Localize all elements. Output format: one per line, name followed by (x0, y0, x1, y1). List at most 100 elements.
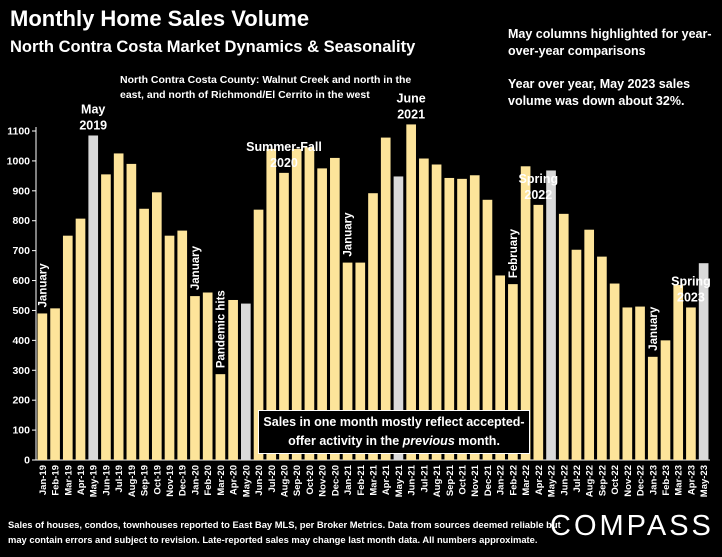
x-tick-label: Apr-22 (534, 465, 545, 495)
bar (266, 148, 277, 461)
x-tick-label: Oct-19 (152, 465, 163, 495)
bar (342, 262, 353, 460)
callout-line2c: month. (454, 434, 500, 448)
x-tick-label: Feb-22 (508, 465, 519, 496)
bar (406, 124, 416, 461)
bar (609, 283, 620, 460)
bar (508, 284, 518, 460)
annotation-label: June (397, 91, 426, 105)
x-tick-label: Feb-23 (661, 465, 672, 496)
bar (431, 164, 442, 461)
x-tick-label: Jul-20 (267, 465, 278, 492)
x-tick-label: Oct-20 (305, 465, 316, 495)
x-tick-label: Sep-20 (292, 465, 303, 496)
annotation-label: February (508, 228, 520, 278)
x-tick-label: Mar-19 (63, 465, 74, 496)
annotation-label: January (190, 245, 202, 290)
bar (444, 177, 455, 460)
x-tick-label: Jul-22 (572, 465, 583, 492)
bar (62, 235, 73, 460)
x-tick-label: Feb-20 (203, 465, 214, 496)
bar (317, 168, 327, 461)
bar (113, 153, 124, 460)
x-tick-label: Mar-22 (521, 465, 532, 496)
x-tick-label: Mar-21 (369, 464, 380, 495)
bar (177, 230, 188, 460)
callout-emphasis: previous (402, 434, 455, 448)
x-tick-label: Jul-21 (419, 464, 430, 492)
y-tick-label: 700 (12, 245, 30, 257)
x-tick-label: Aug-22 (585, 465, 596, 497)
region-note: North Contra Costa County: Walnut Creek … (120, 74, 412, 101)
x-tick-label: Mar-23 (674, 465, 685, 496)
bar (75, 218, 86, 460)
x-tick-label: May-23 (699, 465, 710, 497)
x-tick-label: Nov-21 (470, 464, 481, 496)
bar (202, 292, 213, 460)
x-tick-label: Aug-20 (279, 465, 290, 497)
bar (469, 175, 480, 461)
annotation-label: 2019 (79, 118, 107, 132)
bar (520, 166, 531, 460)
bar (304, 147, 315, 460)
x-tick-label: May-19 (89, 465, 100, 497)
x-tick-label: Apr-20 (229, 465, 240, 495)
bar (291, 148, 302, 461)
annotation-label: 2022 (524, 188, 552, 202)
compass-logo: COMPASS (550, 510, 714, 542)
bar (215, 374, 226, 460)
y-tick-label: 300 (12, 365, 30, 377)
bar-may (240, 303, 251, 460)
bar (495, 275, 506, 460)
x-tick-label: Dec-20 (330, 465, 341, 496)
x-tick-label: Sep-21 (445, 464, 456, 496)
bar (101, 174, 111, 461)
bar (37, 313, 48, 460)
bar (635, 306, 645, 460)
x-tick-label: Jun-21 (407, 464, 418, 495)
bar (126, 163, 137, 460)
chart-subtitle: North Contra Costa Market Dynamics & Sea… (10, 38, 416, 56)
y-tick-label: 1000 (7, 155, 31, 167)
right-notes: May columns highlighted for year-over-ye… (508, 26, 718, 126)
y-tick-label: 200 (12, 395, 30, 407)
footer-source-note: Sales of houses, condos, townhouses repo… (8, 519, 561, 545)
x-tick-label: Oct-21 (458, 464, 469, 494)
x-tick-label: Jan-19 (38, 465, 49, 495)
x-tick-label: Nov-19 (165, 465, 176, 497)
annotation-label: Pandemic hits (215, 290, 227, 368)
x-tick-label: Apr-19 (76, 465, 87, 495)
yoy-note: Year over year, May 2023 sales volume wa… (508, 77, 691, 108)
bar (190, 296, 200, 460)
bar (368, 193, 378, 460)
annotation-label: 2023 (677, 290, 705, 304)
x-tick-label: Dec-19 (178, 465, 189, 496)
x-tick-label: May-21 (394, 464, 405, 497)
x-tick-label: Sep-19 (140, 465, 151, 496)
x-tick-label: Jul-19 (114, 465, 125, 492)
y-tick-label: 0 (24, 455, 30, 467)
x-tick-label: Feb-19 (51, 465, 62, 496)
x-tick-label: Nov-20 (318, 465, 329, 497)
x-tick-label: May-22 (547, 465, 558, 497)
annotation-label: 2020 (270, 156, 298, 170)
x-tick-label: May-20 (241, 465, 252, 497)
bar (419, 158, 429, 460)
x-tick-label: Jun-19 (101, 465, 112, 496)
bar (660, 340, 671, 460)
y-tick-label: 800 (12, 215, 30, 227)
bar (558, 213, 569, 460)
x-tick-label: Sep-22 (597, 465, 608, 496)
x-tick-label: Jan-21 (343, 464, 354, 495)
x-tick-label: Jan-22 (496, 465, 507, 495)
y-tick-label: 100 (12, 425, 30, 437)
bar (355, 262, 366, 460)
annotation-label: May (81, 102, 105, 116)
bar (330, 157, 340, 460)
bar (139, 208, 149, 460)
callout-line2a: offer activity in the (288, 434, 403, 448)
x-tick-label: Nov-22 (623, 465, 634, 497)
bar (151, 192, 162, 460)
annotation-label: January (343, 212, 355, 257)
